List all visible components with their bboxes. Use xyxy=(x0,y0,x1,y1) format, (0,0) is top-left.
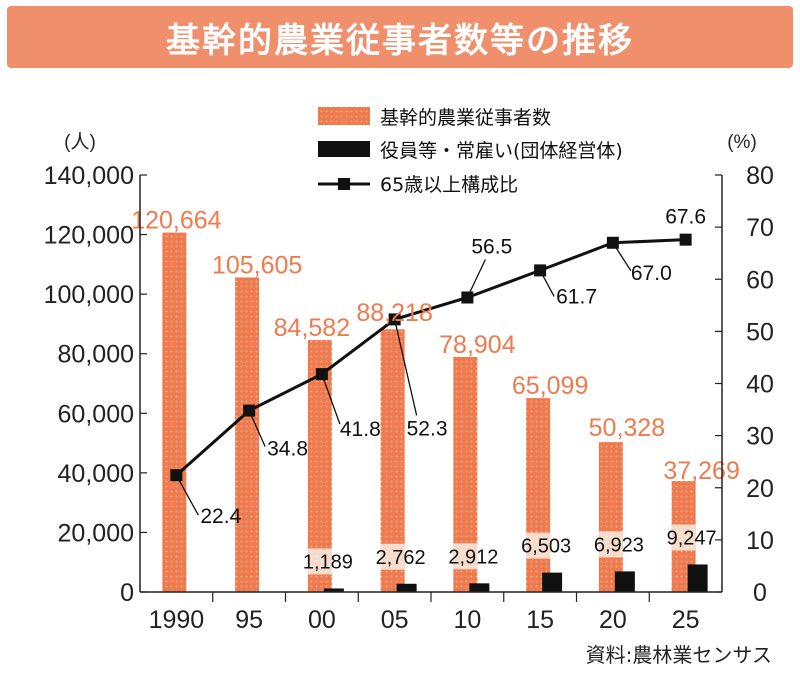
title-banner: 基幹的農業従事者数等の推移 xyxy=(7,6,793,68)
label-band xyxy=(671,524,696,551)
right-tick-label: 10 xyxy=(746,527,774,555)
x-tick-label: 20 xyxy=(599,606,627,634)
legend-marker-ratio xyxy=(338,178,350,190)
right-tick-label: 30 xyxy=(746,423,774,451)
ratio-value-label: 34.8 xyxy=(267,438,308,461)
x-tick-label: 95 xyxy=(235,606,263,634)
exec-value-label: 1,189 xyxy=(303,551,353,573)
exec-bar xyxy=(469,583,490,592)
farmer-value-label: 78,904 xyxy=(439,331,516,359)
x-tick-label: 10 xyxy=(453,606,481,634)
ratio-value-label: 41.8 xyxy=(340,418,381,441)
farmer-value-label: 120,664 xyxy=(131,207,221,235)
exec-value-label: 6,503 xyxy=(521,536,571,558)
ratio-leader-line xyxy=(175,474,199,516)
right-axis-unit: (%) xyxy=(727,132,757,153)
left-tick-label: 80,000 xyxy=(58,341,134,369)
right-tick-label: 20 xyxy=(746,475,774,503)
legend-swatch-farmer xyxy=(318,107,370,125)
legend-label-ratio: 65歳以上構成比 xyxy=(380,174,518,196)
exec-value-label: 9,247 xyxy=(667,527,717,549)
left-tick-label: 20,000 xyxy=(58,519,134,547)
ratio-line xyxy=(175,238,686,477)
ratio-value-label: 67.0 xyxy=(631,262,672,285)
label-band xyxy=(526,532,551,559)
exec-bar xyxy=(396,583,417,592)
left-tick-label: 60,000 xyxy=(58,400,134,428)
ratio-leader-line xyxy=(539,270,555,297)
source-note: 資料:農林業センサス xyxy=(586,643,772,667)
ratio-leader-line xyxy=(248,410,266,447)
farmer-bar xyxy=(526,398,551,592)
left-tick-label: 120,000 xyxy=(44,222,134,250)
right-tick-label: 70 xyxy=(746,214,774,242)
x-tick-label: 1990 xyxy=(149,606,205,634)
exec-bar xyxy=(687,564,708,592)
farmer-value-label: 88,218 xyxy=(356,299,432,327)
left-axis-unit: (人) xyxy=(64,131,96,153)
ratio-value-label: 61.7 xyxy=(556,285,597,308)
legend-label-farmer: 基幹的農業従事者数 xyxy=(380,107,551,129)
legend-swatch-exec xyxy=(318,141,370,157)
farmer-bar xyxy=(598,442,623,592)
left-tick-label: 100,000 xyxy=(44,281,134,309)
farmer-value-label: 105,605 xyxy=(212,251,302,279)
label-band xyxy=(380,543,405,570)
exec-bar xyxy=(614,571,635,592)
legend-label-exec: 役員等・常雇い(団体経営体) xyxy=(380,140,623,162)
farmer-value-label: 84,582 xyxy=(274,314,350,342)
ratio-leader-line xyxy=(321,373,341,425)
label-band xyxy=(453,543,478,570)
x-tick-label: 25 xyxy=(672,606,700,634)
right-tick-label: 80 xyxy=(746,162,774,190)
ratio-value-label: 52.3 xyxy=(407,417,448,440)
right-tick-label: 40 xyxy=(746,371,774,399)
farmer-value-label: 37,269 xyxy=(663,457,739,485)
right-tick-label: 0 xyxy=(753,579,767,607)
farmer-bar xyxy=(235,277,260,592)
ratio-value-label: 22.4 xyxy=(200,505,241,528)
chart-title: 基幹的農業従事者数等の推移 xyxy=(166,20,634,61)
exec-bar xyxy=(323,588,344,592)
ratio-leader-line xyxy=(612,242,632,272)
farmer-value-label: 50,328 xyxy=(589,414,665,442)
ratio-value-label: 56.5 xyxy=(471,235,512,258)
left-tick-label: 140,000 xyxy=(44,162,134,190)
x-tick-label: 00 xyxy=(308,606,336,634)
ratio-leader-line xyxy=(393,319,418,416)
farmer-value-label: 65,099 xyxy=(512,372,588,400)
right-tick-label: 60 xyxy=(746,266,774,294)
farmer-bar xyxy=(162,232,187,592)
ratio-leader-line xyxy=(466,259,486,298)
exec-bar xyxy=(542,572,563,592)
left-tick-label: 0 xyxy=(120,579,134,607)
ratio-value-label: 67.6 xyxy=(665,206,706,229)
exec-value-label: 2,912 xyxy=(448,546,498,568)
exec-value-label: 6,923 xyxy=(594,534,644,556)
ratio-marker xyxy=(679,233,692,246)
exec-value-label: 2,762 xyxy=(376,547,426,569)
x-tick-label: 05 xyxy=(381,606,409,634)
right-tick-label: 50 xyxy=(746,318,774,346)
x-tick-label: 15 xyxy=(526,606,554,634)
left-tick-label: 40,000 xyxy=(58,460,134,488)
label-band xyxy=(307,548,332,575)
label-band xyxy=(598,531,623,558)
